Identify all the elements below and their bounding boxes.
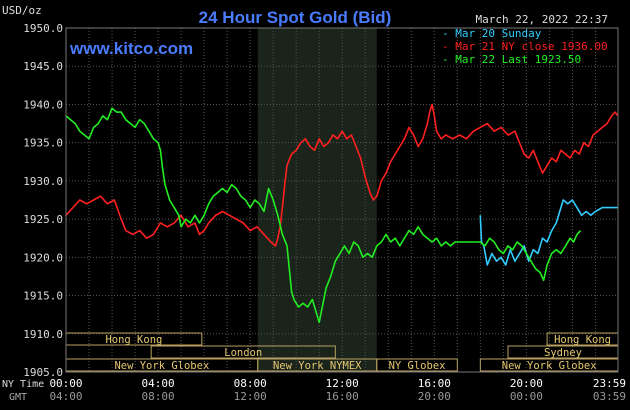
session-label: Hong Kong	[554, 334, 611, 346]
x-tick-label-gmt: 16:00	[326, 390, 359, 403]
series-line	[65, 107, 582, 324]
session-box	[376, 358, 458, 372]
x-tick-label-ny: 04:00	[142, 377, 175, 390]
y-tick-label: 1915.0	[23, 290, 63, 303]
session-label: New York Globex	[114, 360, 209, 372]
x-tick-label-gmt: 12:00	[234, 390, 267, 403]
y-tick-label: 1940.0	[23, 98, 63, 111]
x-tick-label-ny: 12:00	[326, 377, 359, 390]
plot-border	[65, 27, 619, 373]
legend-entry: - Mar 21 NY close 1936.00	[442, 40, 608, 53]
website-url: www.kitco.com	[69, 39, 193, 58]
y-tick-label: 1930.0	[23, 175, 63, 188]
x-axis-ticks: 00:00 04:00 08:00 12:00 16:00 20:00 23:5904:00…	[49, 377, 626, 403]
session-label: NY Globex	[389, 360, 446, 372]
session-label: London	[224, 347, 262, 359]
x-tick-label-ny: 16:00	[418, 377, 451, 390]
y-axis-label: USD/oz	[2, 4, 42, 17]
chart-title: 24 Hour Spot Gold (Bid)	[199, 8, 392, 27]
session-label: Sydney	[544, 347, 582, 359]
session-label: Hong Kong	[105, 334, 162, 346]
y-tick-label: 1905.0	[23, 366, 63, 379]
x-tick-label-ny: 20:00	[510, 377, 543, 390]
price-series	[65, 103, 619, 324]
session-box	[150, 345, 336, 359]
x-tick-label-ny: 00:00	[49, 377, 82, 390]
y-tick-label: 1935.0	[23, 137, 63, 150]
legend-entry: - Mar 22 Last 1923.50	[442, 53, 581, 66]
x-axis-label-nytime: NY Time	[2, 379, 44, 390]
x-tick-label-gmt: 20:00	[418, 390, 451, 403]
legend: - Mar 20 Sunday- Mar 21 NY close 1936.00…	[442, 27, 608, 66]
x-tick-label-gmt: 03:59	[593, 390, 626, 403]
session-label: New York Globex	[502, 360, 597, 372]
x-tick-label-gmt: 08:00	[142, 390, 175, 403]
timestamp: March 22, 2022 22:37	[476, 13, 608, 26]
x-tick-label-ny: 23:59	[593, 377, 626, 390]
x-tick-label-gmt: 00:00	[510, 390, 543, 403]
session-label: New York NYMEX	[273, 360, 362, 372]
series-line	[65, 103, 619, 247]
y-axis-ticks: 1950.0 1945.0 1940.0 1935.0 1930.0 1925.0 1920…	[23, 22, 63, 379]
series-line	[479, 199, 618, 266]
y-tick-label: 1910.0	[23, 328, 63, 341]
y-tick-label: 1925.0	[23, 213, 63, 226]
x-axis-label-gmt: GMT	[9, 392, 27, 403]
y-tick-label: 1945.0	[23, 60, 63, 73]
legend-entry: - Mar 20 Sunday	[442, 27, 542, 40]
nymex-session-band	[257, 28, 377, 372]
y-tick-label: 1950.0	[23, 22, 63, 35]
grid-lines	[65, 27, 619, 373]
y-tick-label: 1920.0	[23, 251, 63, 264]
x-tick-label-gmt: 04:00	[49, 390, 82, 403]
x-tick-label-ny: 08:00	[234, 377, 267, 390]
